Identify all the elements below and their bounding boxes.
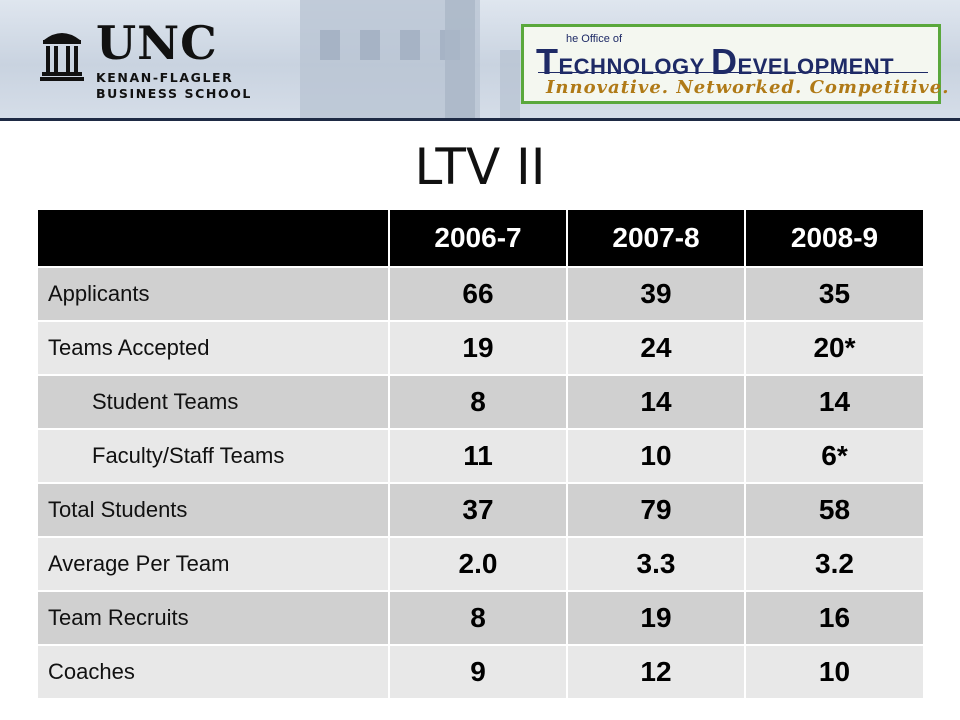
header-row: 2006-7 2007-8 2008-9 xyxy=(36,208,925,268)
cell-value: 12 xyxy=(566,644,746,700)
page-title: LTV II xyxy=(414,138,546,196)
row-label: Team Recruits xyxy=(36,590,390,646)
stats-table: 2006-7 2007-8 2008-9 Applicants 66 39 35… xyxy=(36,208,925,700)
table-row: Applicants 66 39 35 xyxy=(36,266,925,322)
row-label: Faculty/Staff Teams xyxy=(36,428,390,484)
table-row: Total Students 37 79 58 xyxy=(36,482,925,538)
unc-subtitle-line2: BUSINESS SCHOOL xyxy=(96,86,252,101)
cell-value: 35 xyxy=(744,266,925,322)
cell-value: 37 xyxy=(388,482,568,538)
cell-value: 79 xyxy=(566,482,746,538)
cell-value: 10 xyxy=(744,644,925,700)
row-label: Total Students xyxy=(36,482,390,538)
row-label: Applicants xyxy=(36,266,390,322)
otd-small-text: he Office of xyxy=(566,33,623,45)
cell-value: 58 xyxy=(744,482,925,538)
header-cell-corner xyxy=(36,208,390,268)
otd-title-part2: EVELOPMENT xyxy=(737,54,895,79)
otd-logo: he Office of TECHNOLOGY DEVELOPMENT Inno… xyxy=(521,24,948,104)
otd-title: TECHNOLOGY DEVELOPMENT xyxy=(536,41,894,83)
table-row: Coaches 9 12 10 xyxy=(36,644,925,700)
cell-value: 11 xyxy=(388,428,568,484)
cell-value: 14 xyxy=(744,374,925,430)
otd-title-initial-t: T xyxy=(536,41,559,82)
background-window xyxy=(400,30,420,60)
row-label: Coaches xyxy=(36,644,390,700)
row-label: Average Per Team xyxy=(36,536,390,592)
cell-value: 3.2 xyxy=(744,536,925,592)
cell-value: 16 xyxy=(744,590,925,646)
otd-title-initial-d: D xyxy=(711,41,738,82)
otd-divider xyxy=(538,72,928,73)
unc-wordmark: UNC xyxy=(96,16,218,70)
cell-value: 24 xyxy=(566,320,746,376)
cell-value: 8 xyxy=(388,590,568,646)
cell-value: 39 xyxy=(566,266,746,322)
header-cell-2006-7: 2006-7 xyxy=(388,208,568,268)
background-tower xyxy=(445,0,475,118)
background-window xyxy=(320,30,340,60)
table-body: Applicants 66 39 35 Teams Accepted 19 24… xyxy=(36,266,925,700)
cell-value: 66 xyxy=(388,266,568,322)
cell-value: 19 xyxy=(566,590,746,646)
table-row: Average Per Team 2.0 3.3 3.2 xyxy=(36,536,925,592)
row-label: Student Teams xyxy=(36,374,390,430)
header-cell-2008-9: 2008-9 xyxy=(744,208,925,268)
header-cell-2007-8: 2007-8 xyxy=(566,208,746,268)
background-building xyxy=(500,50,520,118)
unc-subtitle-line1: KENAN-FLAGLER xyxy=(96,70,234,85)
cell-value: 3.3 xyxy=(566,536,746,592)
table-row: Faculty/Staff Teams 11 10 6* xyxy=(36,428,925,484)
table-row: Team Recruits 8 19 16 xyxy=(36,590,925,646)
cell-value: 6* xyxy=(744,428,925,484)
cell-value: 9 xyxy=(388,644,568,700)
table-header: 2006-7 2007-8 2008-9 xyxy=(36,208,925,268)
cell-value: 14 xyxy=(566,374,746,430)
header-divider xyxy=(0,118,960,121)
unc-logo: UNC KENAN-FLAGLER BUSINESS SCHOOL xyxy=(40,20,280,101)
background-window xyxy=(360,30,380,60)
otd-title-part1: ECHNOLOGY xyxy=(558,54,712,79)
table-row: Teams Accepted 19 24 20* xyxy=(36,320,925,376)
cell-value: 20* xyxy=(744,320,925,376)
cell-value: 2.0 xyxy=(388,536,568,592)
row-label: Teams Accepted xyxy=(36,320,390,376)
old-well-icon xyxy=(40,33,84,81)
otd-tagline: Innovative. Networked. Competitive. xyxy=(546,77,950,98)
table-row: Student Teams 8 14 14 xyxy=(36,374,925,430)
cell-value: 10 xyxy=(566,428,746,484)
cell-value: 19 xyxy=(388,320,568,376)
cell-value: 8 xyxy=(388,374,568,430)
